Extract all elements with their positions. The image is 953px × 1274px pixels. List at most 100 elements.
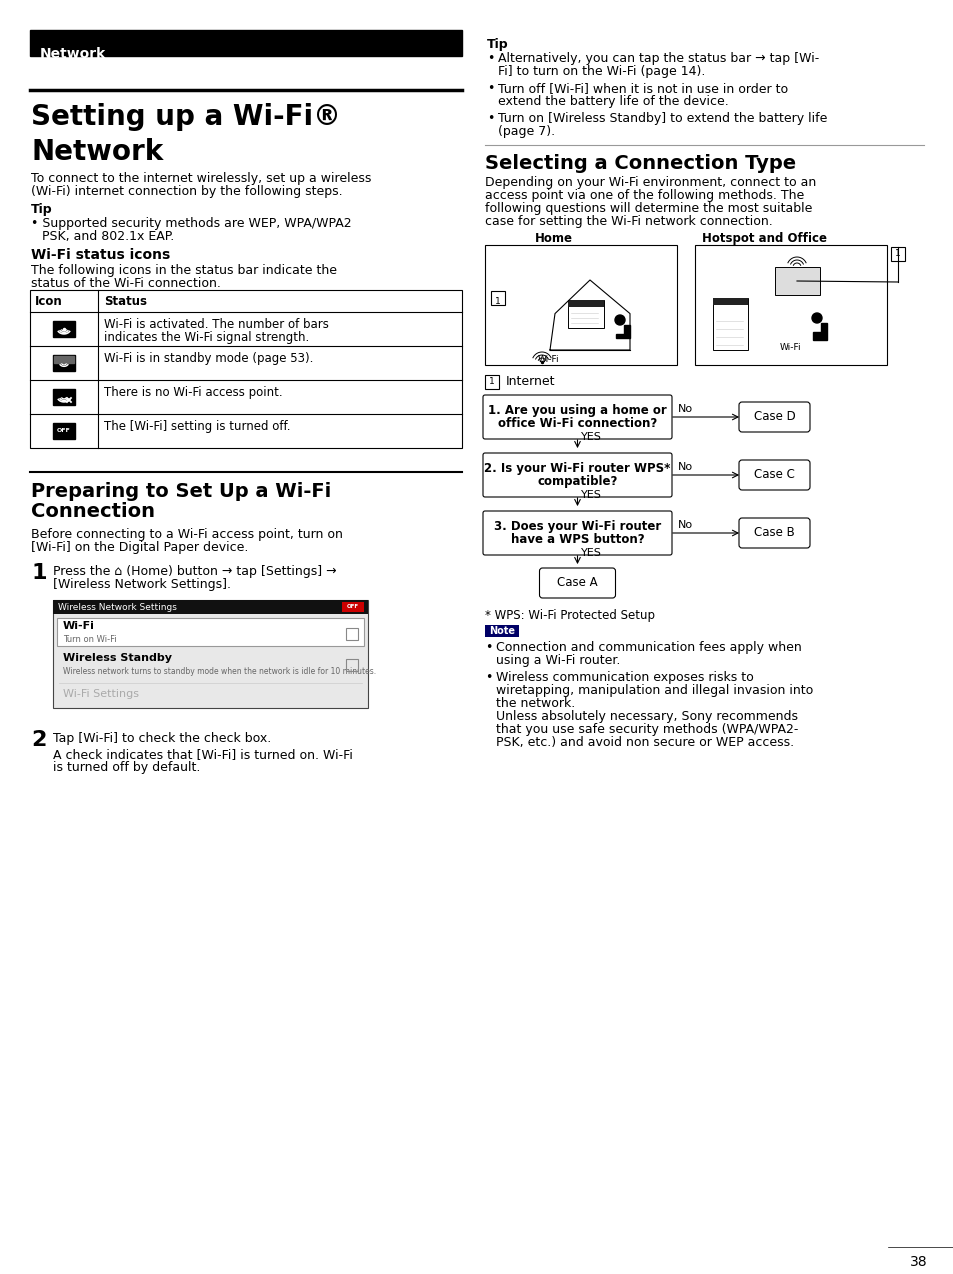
Text: Case C: Case C bbox=[753, 469, 794, 482]
Text: [Wireless Network Settings].: [Wireless Network Settings]. bbox=[53, 578, 231, 591]
Text: The following icons in the status bar indicate the: The following icons in the status bar in… bbox=[30, 264, 336, 276]
Bar bbox=[484, 626, 518, 637]
Bar bbox=[695, 245, 886, 364]
Bar bbox=[53, 321, 75, 338]
Text: case for setting the Wi-Fi network connection.: case for setting the Wi-Fi network conne… bbox=[484, 215, 772, 228]
Text: • Supported security methods are WEP, WPA/WPA2: • Supported security methods are WEP, WP… bbox=[30, 217, 352, 231]
Text: office Wi-Fi connection?: office Wi-Fi connection? bbox=[497, 417, 657, 431]
Text: •: • bbox=[486, 52, 494, 65]
Text: compatible?: compatible? bbox=[537, 475, 617, 488]
Text: To connect to the internet wirelessly, set up a wireless: To connect to the internet wirelessly, s… bbox=[30, 172, 371, 185]
Text: Icon: Icon bbox=[35, 296, 63, 308]
Text: Unless absolutely necessary, Sony recommends: Unless absolutely necessary, Sony recomm… bbox=[496, 710, 797, 724]
Text: Wireless communication exposes risks to: Wireless communication exposes risks to bbox=[496, 671, 753, 684]
Text: Tap [Wi-Fi] to check the check box.: Tap [Wi-Fi] to check the check box. bbox=[53, 733, 271, 745]
Text: following questions will determine the most suitable: following questions will determine the m… bbox=[484, 203, 812, 215]
Text: wiretapping, manipulation and illegal invasion into: wiretapping, manipulation and illegal in… bbox=[496, 684, 812, 697]
Text: YES: YES bbox=[579, 548, 600, 558]
Circle shape bbox=[811, 313, 821, 324]
Text: 2: 2 bbox=[30, 730, 47, 750]
Text: Connection: Connection bbox=[30, 502, 154, 521]
Bar bbox=[890, 247, 904, 261]
Text: No: No bbox=[678, 404, 693, 414]
Bar bbox=[712, 298, 747, 304]
Bar bbox=[484, 245, 677, 364]
Text: 1. Are you using a home or: 1. Are you using a home or bbox=[488, 404, 666, 417]
Bar bbox=[567, 299, 603, 327]
Polygon shape bbox=[812, 324, 826, 340]
Bar bbox=[567, 299, 603, 307]
Text: 1: 1 bbox=[30, 563, 47, 583]
Text: PSK, etc.) and avoid non secure or WEP access.: PSK, etc.) and avoid non secure or WEP a… bbox=[496, 736, 793, 749]
Bar bbox=[53, 423, 75, 440]
Bar bbox=[30, 31, 461, 56]
Text: •: • bbox=[484, 641, 492, 654]
Text: Wi-Fi is in standby mode (page 53).: Wi-Fi is in standby mode (page 53). bbox=[104, 352, 313, 364]
Bar bbox=[53, 600, 368, 614]
Text: Selecting a Connection Type: Selecting a Connection Type bbox=[484, 154, 796, 173]
Text: Wi-Fi: Wi-Fi bbox=[537, 355, 559, 364]
Text: Press the ⌂ (Home) button → tap [Settings] →: Press the ⌂ (Home) button → tap [Setting… bbox=[53, 564, 336, 578]
Text: indicates the Wi-Fi signal strength.: indicates the Wi-Fi signal strength. bbox=[104, 331, 309, 344]
Text: Network: Network bbox=[40, 47, 106, 61]
Text: Note: Note bbox=[489, 626, 515, 636]
Text: Wireless Standby: Wireless Standby bbox=[63, 654, 172, 662]
Text: PSK, and 802.1x EAP.: PSK, and 802.1x EAP. bbox=[42, 231, 174, 243]
FancyBboxPatch shape bbox=[482, 395, 671, 440]
Text: access point via one of the following methods. The: access point via one of the following me… bbox=[484, 189, 803, 203]
Bar bbox=[53, 600, 368, 708]
Text: Preparing to Set Up a Wi-Fi: Preparing to Set Up a Wi-Fi bbox=[30, 482, 331, 501]
Text: Turn off [Wi-Fi] when it is not in use in order to: Turn off [Wi-Fi] when it is not in use i… bbox=[497, 82, 787, 96]
FancyBboxPatch shape bbox=[739, 519, 809, 548]
Polygon shape bbox=[616, 325, 629, 338]
Text: Setting up a Wi-Fi®: Setting up a Wi-Fi® bbox=[30, 103, 340, 131]
Text: Depending on your Wi-Fi environment, connect to an: Depending on your Wi-Fi environment, con… bbox=[484, 176, 816, 189]
Text: 1: 1 bbox=[495, 297, 500, 306]
Text: Case B: Case B bbox=[753, 526, 794, 539]
Bar bbox=[53, 389, 75, 405]
Bar bbox=[484, 375, 498, 389]
Text: Wi-Fi status icons: Wi-Fi status icons bbox=[30, 248, 170, 262]
Text: Turn on Wi-Fi: Turn on Wi-Fi bbox=[63, 634, 116, 643]
Circle shape bbox=[615, 315, 624, 325]
Text: Hotspot and Office: Hotspot and Office bbox=[701, 232, 826, 245]
Text: Tip: Tip bbox=[30, 203, 52, 217]
Text: Before connecting to a Wi-Fi access point, turn on: Before connecting to a Wi-Fi access poin… bbox=[30, 527, 342, 541]
Text: Wi-Fi: Wi-Fi bbox=[780, 343, 801, 352]
Text: Wi-Fi: Wi-Fi bbox=[63, 620, 94, 631]
Bar bbox=[346, 659, 357, 671]
Text: Wi-Fi is activated. The number of bars: Wi-Fi is activated. The number of bars bbox=[104, 318, 329, 331]
Text: OFF: OFF bbox=[57, 428, 71, 433]
Text: using a Wi-Fi router.: using a Wi-Fi router. bbox=[496, 654, 619, 668]
Text: 2. Is your Wi-Fi router WPS*: 2. Is your Wi-Fi router WPS* bbox=[484, 462, 670, 475]
Bar bbox=[341, 603, 364, 612]
Text: [Wi-Fi] on the Digital Paper device.: [Wi-Fi] on the Digital Paper device. bbox=[30, 541, 248, 554]
Text: (Wi-Fi) internet connection by the following steps.: (Wi-Fi) internet connection by the follo… bbox=[30, 185, 342, 197]
Bar bbox=[774, 268, 820, 296]
FancyBboxPatch shape bbox=[539, 568, 615, 598]
FancyBboxPatch shape bbox=[482, 454, 671, 497]
Text: Case D: Case D bbox=[753, 410, 795, 423]
Text: is turned off by default.: is turned off by default. bbox=[53, 761, 200, 775]
Text: Connection and communication fees apply when: Connection and communication fees apply … bbox=[496, 641, 801, 654]
Text: Alternatively, you can tap the status bar → tap [Wi-: Alternatively, you can tap the status ba… bbox=[497, 52, 819, 65]
FancyBboxPatch shape bbox=[482, 511, 671, 555]
Text: the network.: the network. bbox=[496, 697, 575, 710]
Text: * WPS: Wi-Fi Protected Setup: * WPS: Wi-Fi Protected Setup bbox=[484, 609, 655, 622]
Bar bbox=[491, 290, 504, 304]
Text: Turn on [Wireless Standby] to extend the battery life: Turn on [Wireless Standby] to extend the… bbox=[497, 112, 826, 125]
Bar bbox=[346, 628, 357, 640]
Text: Internet: Internet bbox=[505, 375, 555, 389]
Bar bbox=[712, 298, 747, 350]
Text: Status: Status bbox=[104, 296, 147, 308]
Text: that you use safe security methods (WPA/WPA2-: that you use safe security methods (WPA/… bbox=[496, 724, 798, 736]
Text: 1: 1 bbox=[489, 377, 495, 386]
Bar bbox=[30, 290, 461, 448]
FancyBboxPatch shape bbox=[739, 403, 809, 432]
Text: Tip: Tip bbox=[486, 38, 508, 51]
Text: •: • bbox=[484, 671, 492, 684]
Text: •: • bbox=[486, 82, 494, 96]
Text: have a WPS button?: have a WPS button? bbox=[510, 533, 643, 547]
Text: Wi-Fi Settings: Wi-Fi Settings bbox=[63, 689, 139, 699]
Text: Fi] to turn on the Wi-Fi (page 14).: Fi] to turn on the Wi-Fi (page 14). bbox=[497, 65, 704, 78]
